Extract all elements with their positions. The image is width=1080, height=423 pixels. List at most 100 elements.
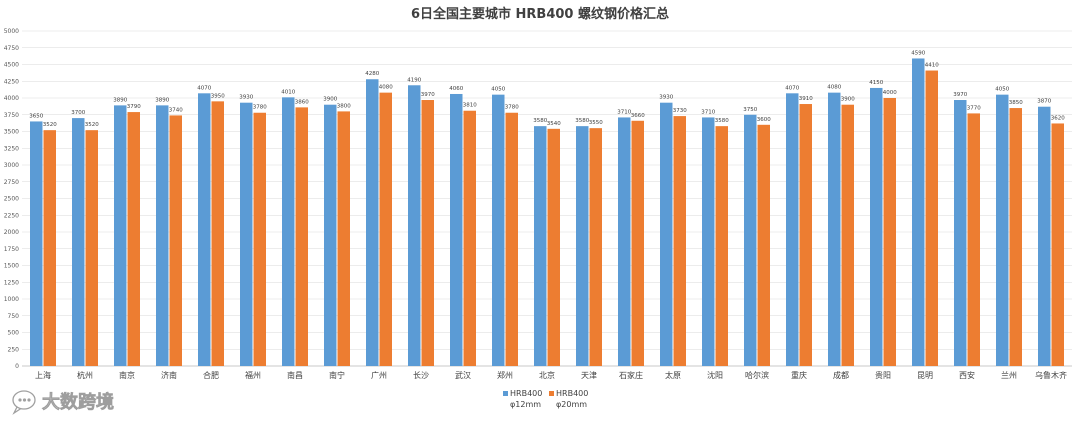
x-tick-label: 杭州 — [77, 370, 93, 380]
bar-series2 — [841, 104, 854, 366]
bar-series1 — [156, 105, 169, 367]
data-label: 3810 — [463, 103, 477, 109]
bar-series2 — [715, 126, 728, 366]
y-tick-label: 2750 — [4, 179, 19, 186]
bar-series2 — [211, 101, 224, 366]
bar-series2 — [799, 104, 812, 366]
data-label: 3890 — [155, 97, 169, 103]
data-label: 3580 — [533, 118, 547, 124]
bar-series1 — [828, 92, 841, 366]
x-tick-label: 哈尔滨 — [745, 370, 769, 380]
y-tick-label: 1500 — [4, 263, 19, 270]
bar-series2 — [757, 124, 770, 366]
y-tick-label: 0 — [15, 363, 19, 370]
bar-series2 — [337, 111, 350, 367]
bar-series1 — [30, 121, 43, 366]
data-label: 3970 — [421, 92, 435, 98]
data-label: 3710 — [617, 109, 631, 115]
data-label: 3730 — [673, 108, 687, 114]
y-tick-label: 2500 — [4, 196, 19, 203]
x-tick-label: 福州 — [245, 371, 261, 380]
y-tick-label: 1250 — [4, 279, 19, 286]
x-tick-label: 昆明 — [917, 371, 933, 380]
x-tick-label: 兰州 — [1001, 370, 1017, 380]
data-label: 3900 — [323, 97, 337, 103]
x-tick-label: 太原 — [665, 370, 681, 380]
bar-series1 — [870, 87, 883, 366]
bar-series2 — [589, 128, 602, 366]
bar-series1 — [786, 93, 799, 366]
y-tick-label: 5000 — [4, 28, 19, 35]
x-axis-ticks: 上海 杭州 南京 济南 合肥 福州 南昌 南宁 广州 长沙 武汉 郑州 北京 天津 石家庄 太原 沈阳 哈尔滨 重庆… — [35, 370, 1067, 380]
data-label: 4050 — [995, 87, 1009, 93]
data-label: 3930 — [659, 95, 673, 101]
bar-series1 — [240, 102, 253, 366]
bar-series2 — [295, 107, 308, 366]
data-label: 3750 — [743, 107, 757, 113]
data-label: 3520 — [43, 122, 57, 128]
data-label: 3580 — [715, 118, 729, 124]
y-tick-label: 3000 — [4, 162, 19, 169]
data-label: 3860 — [295, 99, 309, 105]
data-label: 4070 — [785, 85, 799, 91]
data-label: 3550 — [589, 120, 603, 126]
gridlines — [22, 30, 1072, 367]
data-label: 3800 — [337, 103, 351, 109]
data-label: 4070 — [197, 85, 211, 91]
chart-title: 6日全国主要城市 HRB400 螺纹钢价格汇总 — [411, 6, 669, 22]
data-label: 3910 — [799, 96, 813, 102]
bar-series1 — [534, 126, 547, 366]
bar-series1 — [1038, 106, 1051, 367]
legend-label: HRB400 — [510, 389, 542, 398]
y-tick-label: 3750 — [4, 112, 19, 119]
y-tick-label: 1750 — [4, 246, 19, 253]
x-tick-label: 重庆 — [791, 370, 807, 380]
data-label: 4010 — [281, 89, 295, 95]
data-label: 3600 — [757, 117, 771, 123]
y-tick-label: 4500 — [4, 62, 19, 69]
data-label: 4080 — [379, 85, 393, 91]
x-tick-label: 郑州 — [497, 370, 513, 380]
data-label: 3970 — [953, 92, 967, 98]
data-label: 3950 — [211, 93, 225, 99]
data-label: 3780 — [505, 105, 519, 111]
bar-series2 — [631, 120, 644, 366]
y-tick-label: 4750 — [4, 45, 19, 52]
legend-swatch — [503, 391, 508, 396]
watermark: 大数跨境 — [12, 390, 114, 415]
data-label: 3870 — [1037, 99, 1051, 105]
bar-series2 — [883, 98, 896, 366]
x-tick-label: 贵阳 — [875, 370, 891, 380]
legend-label-sub: φ20mm — [556, 400, 587, 409]
bar-series1 — [72, 118, 85, 366]
x-tick-label: 南宁 — [329, 370, 345, 380]
data-label: 3620 — [1051, 115, 1065, 121]
y-tick-label: 250 — [8, 346, 20, 353]
bar-series1 — [660, 102, 673, 366]
data-label: 4000 — [883, 90, 897, 96]
bar-series2 — [43, 130, 56, 366]
x-tick-label: 天津 — [581, 370, 597, 380]
data-label: 3650 — [29, 113, 43, 119]
y-tick-label: 1000 — [4, 296, 19, 303]
bar-series2 — [127, 112, 140, 366]
bar-series2 — [421, 100, 434, 366]
bar-series2 — [379, 92, 392, 366]
logo-chat-bubble-icon — [12, 390, 36, 415]
bar-series1 — [912, 58, 925, 366]
x-tick-label: 沈阳 — [707, 370, 723, 380]
data-label: 4150 — [869, 80, 883, 86]
bar-series1 — [366, 79, 379, 367]
bar-series2 — [673, 116, 686, 366]
bar-series1 — [702, 117, 715, 367]
data-label: 4060 — [449, 86, 463, 92]
y-tick-label: 3250 — [4, 145, 19, 152]
y-tick-label: 4000 — [4, 95, 19, 102]
y-tick-label: 2250 — [4, 212, 19, 219]
bar-series1 — [324, 104, 337, 366]
x-tick-label: 北京 — [539, 370, 555, 380]
bar-series1 — [114, 105, 127, 367]
data-label: 3900 — [841, 97, 855, 103]
